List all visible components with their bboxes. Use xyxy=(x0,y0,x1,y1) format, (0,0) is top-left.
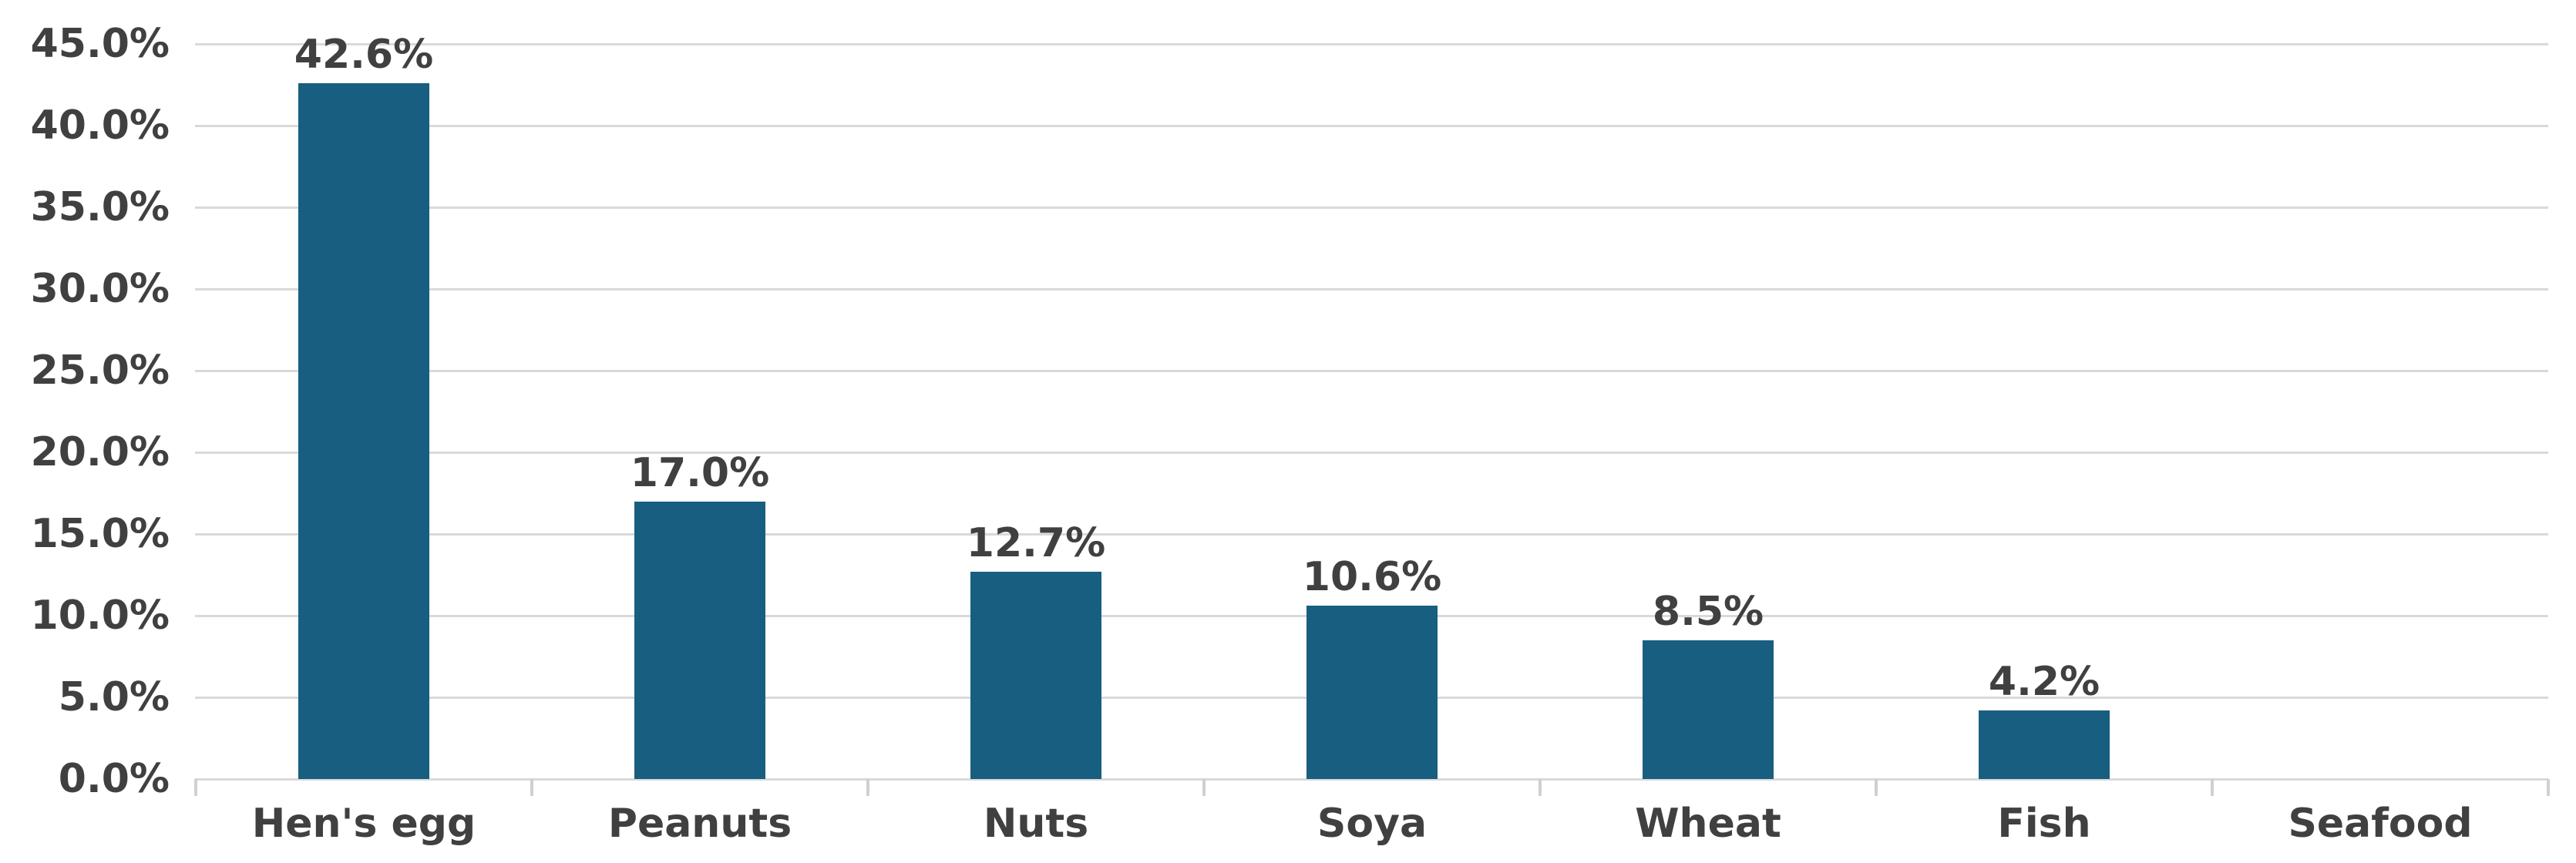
bar xyxy=(1979,710,2110,779)
bar-value-label: 17.0% xyxy=(630,449,770,496)
bar xyxy=(1643,640,1774,779)
gridline xyxy=(195,207,2548,209)
y-tick-label: 15.0% xyxy=(30,511,170,557)
gridline xyxy=(195,370,2548,372)
bar-value-label: 8.5% xyxy=(1652,588,1764,635)
bar xyxy=(634,501,765,779)
bar-value-label: 42.6% xyxy=(294,31,434,78)
bar xyxy=(298,82,429,779)
category-label: Seafood xyxy=(2288,801,2473,847)
y-tick-label: 40.0% xyxy=(30,102,170,149)
y-tick-label: 25.0% xyxy=(30,348,170,394)
category-label: Wheat xyxy=(1635,801,1781,847)
x-axis-tick xyxy=(1875,779,1878,796)
y-tick-label: 45.0% xyxy=(30,21,170,67)
y-tick-label: 5.0% xyxy=(58,674,170,720)
x-axis-tick xyxy=(530,779,533,796)
x-axis-tick xyxy=(866,779,869,796)
gridline xyxy=(195,288,2548,290)
bar-value-label: 10.6% xyxy=(1302,554,1442,601)
gridline xyxy=(195,43,2548,45)
y-tick-label: 20.0% xyxy=(30,429,170,475)
gridline xyxy=(195,533,2548,536)
category-label: Peanuts xyxy=(607,801,792,847)
bar xyxy=(970,571,1101,779)
category-label: Hen's egg xyxy=(251,801,476,847)
category-label: Soya xyxy=(1317,801,1428,847)
bar-value-label: 4.2% xyxy=(1988,658,2100,705)
category-label: Nuts xyxy=(983,801,1089,847)
y-tick-label: 0.0% xyxy=(58,756,170,802)
bar xyxy=(1306,606,1438,779)
gridline xyxy=(195,778,2548,781)
y-tick-label: 35.0% xyxy=(30,184,170,230)
x-axis-tick xyxy=(194,779,197,796)
x-axis-tick xyxy=(2211,779,2214,796)
category-label: Fish xyxy=(1997,801,2091,847)
bar-value-label: 12.7% xyxy=(966,519,1106,566)
x-axis-tick xyxy=(1539,779,1542,796)
x-axis-tick xyxy=(2547,779,2550,796)
y-tick-label: 10.0% xyxy=(30,593,170,639)
gridline xyxy=(195,452,2548,454)
x-axis-tick xyxy=(1202,779,1206,796)
gridline xyxy=(195,125,2548,127)
y-tick-label: 30.0% xyxy=(30,266,170,312)
